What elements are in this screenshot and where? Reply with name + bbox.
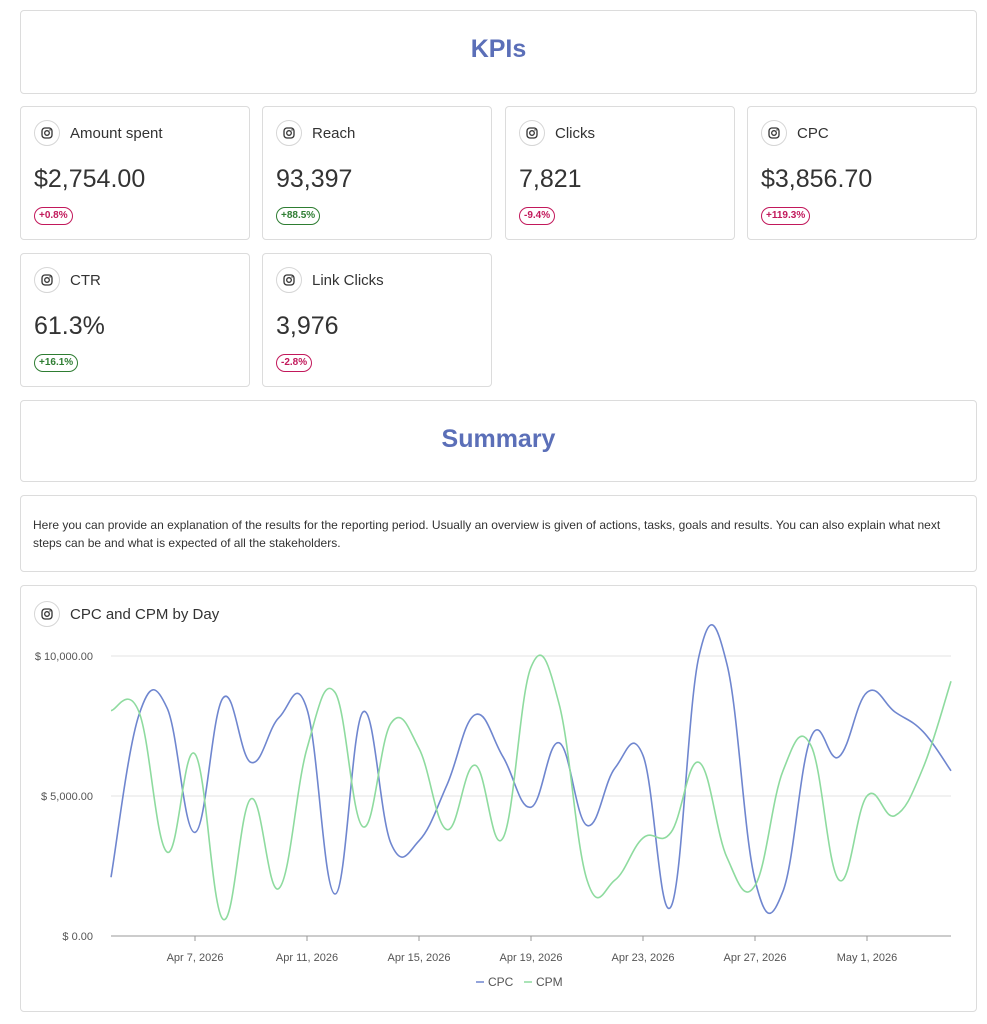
chart-card: CPC and CPM by Day $ 0.00 $ 5,000.00 $ 10,… [20,585,977,1012]
instagram-icon [519,120,545,146]
kpi-card-cpc: CPC $3,856.70 +119.3% [747,106,977,240]
x-tick-label: Apr 11, 2026 [276,952,338,964]
kpi-value: $2,754.00 [34,165,146,193]
x-tick-label: Apr 19, 2026 [500,952,563,964]
kpi-change-badge: -2.8% [276,354,313,372]
kpi-change-badge: +88.5% [276,207,321,225]
y-tick-label: $ 10,000.00 [35,651,93,663]
kpi-header: CPC [761,120,829,146]
kpi-header: CTR [34,267,101,293]
cpc-cpm-chart: $ 0.00 $ 5,000.00 $ 10,000.00 Apr 7, 2026 Ap… [35,624,952,989]
x-tick-label: Apr 7, 2026 [167,952,224,964]
y-tick-label: $ 5,000.00 [41,791,93,803]
instagram-icon [276,120,302,146]
instagram-icon [761,120,787,146]
kpi-title: Link Clicks [312,271,384,289]
kpi-value: 93,397 [276,165,353,193]
kpi-change-badge: +0.8% [34,207,73,225]
kpi-change-badge: +16.1% [34,354,79,372]
chart-header: CPC and CPM by Day [34,601,219,627]
kpi-card-clicks: Clicks 7,821 -9.4% [505,106,735,240]
kpi-header: Reach [276,120,355,146]
kpi-title: CPC [797,124,829,142]
kpi-card-ctr: CTR 61.3% +16.1% [20,253,250,387]
legend-label-cpc: CPC [488,975,514,989]
chart-title: CPC and CPM by Day [70,605,220,623]
kpi-title: Clicks [555,124,595,142]
kpi-header: Link Clicks [276,267,384,293]
kpis-heading: KPIs [470,35,527,63]
kpi-value: 3,976 [276,312,339,340]
kpi-value: 7,821 [519,165,582,193]
x-tick-label: Apr 15, 2026 [388,952,451,964]
instagram-icon [276,267,302,293]
x-tick-label: May 1, 2026 [837,952,898,964]
series-line-cpc [110,624,952,915]
kpi-change-badge: -9.4% [519,207,556,225]
summary-text-card: Here you can provide an explanation of t… [20,495,977,572]
kpi-title: Reach [312,124,356,142]
kpi-card-reach: Reach 93,397 +88.5% [262,106,492,240]
summary-heading-card: Summary [20,400,977,482]
kpi-title: Amount spent [70,124,163,142]
y-tick-label: $ 0.00 [62,931,93,943]
kpi-header: Amount spent [34,120,163,146]
kpi-change-badge: +119.3% [761,207,811,225]
kpi-card-link-clicks: Link Clicks 3,976 -2.8% [262,253,492,387]
summary-heading: Summary [441,425,556,453]
x-tick-label: Apr 27, 2026 [724,952,787,964]
instagram-icon [34,267,60,293]
x-tick-label: Apr 23, 2026 [612,952,675,964]
kpi-value: 61.3% [34,312,105,340]
legend-label-cpm: CPM [536,975,563,989]
kpi-title: CTR [70,271,101,289]
kpi-card-amount-spent: Amount spent $2,754.00 +0.8% [20,106,250,240]
kpis-heading-card: KPIs [20,10,977,94]
instagram-icon [34,120,60,146]
instagram-icon [34,601,60,627]
kpi-header: Clicks [519,120,595,146]
kpi-value: $3,856.70 [761,165,873,193]
summary-text: Here you can provide an explanation of t… [33,518,941,550]
series-line-cpm [110,654,952,921]
